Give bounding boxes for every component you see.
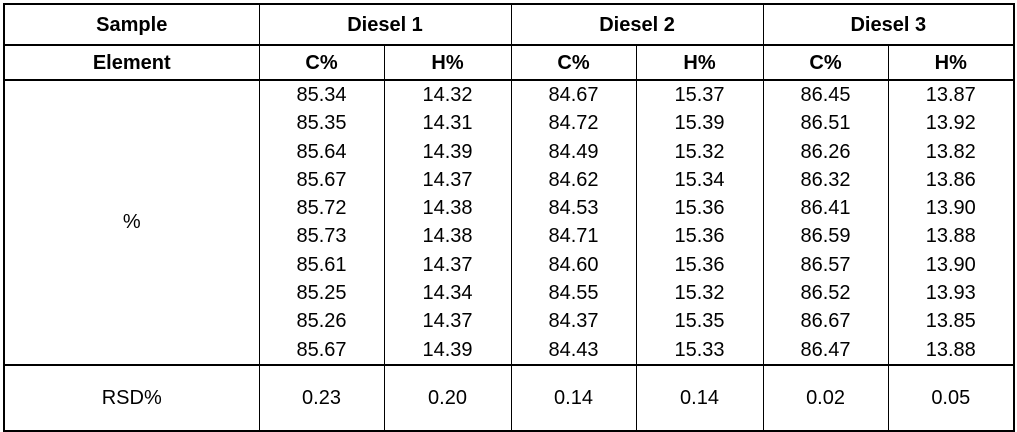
measurement-value: 86.47	[800, 338, 851, 361]
measurement-value: 85.25	[296, 282, 347, 305]
d1-c-values: 85.34 85.35 85.64 85.67 85.72 85.73 85.6…	[258, 79, 385, 366]
measurement-value: 13.90	[925, 197, 976, 220]
measurement-value: 15.32	[674, 282, 725, 305]
measurement-value: 86.57	[800, 253, 851, 276]
header-d1-c: C%	[258, 44, 385, 81]
rsd-d2-c: 0.14	[510, 363, 637, 432]
measurement-value: 86.51	[800, 112, 851, 135]
measurement-value: 85.34	[296, 84, 347, 106]
measurement-value: 85.61	[296, 253, 347, 276]
rsd-d3-h: 0.05	[887, 363, 1015, 432]
header-d1-h: H%	[383, 44, 512, 81]
measurement-value: 85.72	[296, 197, 347, 220]
d2-h-values: 15.37 15.39 15.32 15.34 15.36 15.36 15.3…	[635, 79, 764, 366]
measurement-value: 85.73	[296, 225, 347, 248]
measurement-value: 15.34	[674, 168, 725, 191]
measurement-value: 15.37	[674, 84, 725, 106]
measurement-value: 14.38	[422, 225, 473, 248]
group-header-row: Sample Diesel 1 Diesel 2 Diesel 3	[3, 3, 1015, 46]
measurement-value: 15.39	[674, 112, 725, 135]
header-d3-h: H%	[887, 44, 1015, 81]
measurement-value: 84.72	[548, 112, 599, 135]
rsd-d3-c: 0.02	[762, 363, 889, 432]
measurement-value: 15.33	[674, 338, 725, 361]
measurement-value: 15.36	[674, 253, 725, 276]
measurement-value: 13.85	[925, 310, 976, 333]
elemental-analysis-table: Sample Diesel 1 Diesel 2 Diesel 3 Elemen…	[3, 3, 1016, 432]
measurement-value: 86.45	[800, 84, 851, 106]
measurement-value: 85.67	[296, 168, 347, 191]
measurement-value: 86.52	[800, 282, 851, 305]
measurements-row: % 85.34 85.35 85.64 85.67 85.72 85.73 85…	[3, 79, 1015, 366]
measurement-value: 14.38	[422, 197, 473, 220]
measurement-value: 84.71	[548, 225, 599, 248]
measurement-value: 86.41	[800, 197, 851, 220]
rsd-row: RSD% 0.23 0.20 0.14 0.14 0.02 0.05	[3, 363, 1015, 432]
d3-c-values: 86.45 86.51 86.26 86.32 86.41 86.59 86.5…	[762, 79, 889, 366]
measurement-value: 13.87	[925, 84, 976, 106]
measurement-value: 13.86	[925, 168, 976, 191]
sub-header-row: Element C% H% C% H% C% H%	[3, 44, 1015, 81]
measurement-value: 13.90	[925, 253, 976, 276]
measurement-value: 84.37	[548, 310, 599, 333]
rsd-d1-c: 0.23	[258, 363, 385, 432]
measurement-value: 85.67	[296, 338, 347, 361]
measurement-value: 14.32	[422, 84, 473, 106]
measurement-value: 85.35	[296, 112, 347, 135]
measurement-value: 15.35	[674, 310, 725, 333]
measurement-value: 84.43	[548, 338, 599, 361]
measurement-value: 15.36	[674, 197, 725, 220]
measurement-value: 15.32	[674, 140, 725, 163]
d3-h-values: 13.87 13.92 13.82 13.86 13.90 13.88 13.9…	[887, 79, 1015, 366]
measurement-value: 86.67	[800, 310, 851, 333]
measurement-value: 13.93	[925, 282, 976, 305]
header-d2-h: H%	[635, 44, 764, 81]
measurement-value: 14.31	[422, 112, 473, 135]
measurement-value: 14.37	[422, 168, 473, 191]
header-element: Element	[3, 44, 260, 81]
measurement-value: 15.36	[674, 225, 725, 248]
measurement-value: 84.60	[548, 253, 599, 276]
measurement-value: 84.49	[548, 140, 599, 163]
rsd-d2-h: 0.14	[635, 363, 764, 432]
measurement-value: 14.37	[422, 310, 473, 333]
measurement-value: 86.26	[800, 140, 851, 163]
header-d2-c: C%	[510, 44, 637, 81]
d1-h-values: 14.32 14.31 14.39 14.37 14.38 14.38 14.3…	[383, 79, 512, 366]
measurement-value: 13.82	[925, 140, 976, 163]
measurement-value: 13.88	[925, 225, 976, 248]
percent-row-label: %	[3, 79, 260, 366]
measurement-value: 85.64	[296, 140, 347, 163]
header-diesel-1: Diesel 1	[258, 3, 512, 46]
header-d3-c: C%	[762, 44, 889, 81]
measurement-value: 84.62	[548, 168, 599, 191]
measurement-value: 14.34	[422, 282, 473, 305]
measurement-value: 13.92	[925, 112, 976, 135]
measurement-value: 84.67	[548, 84, 599, 106]
measurement-value: 13.88	[925, 338, 976, 361]
measurement-value: 86.59	[800, 225, 851, 248]
header-diesel-3: Diesel 3	[762, 3, 1015, 46]
header-sample: Sample	[3, 3, 260, 46]
measurement-value: 14.39	[422, 140, 473, 163]
measurement-value: 14.37	[422, 253, 473, 276]
rsd-d1-h: 0.20	[383, 363, 512, 432]
measurement-value: 14.39	[422, 338, 473, 361]
measurement-value: 86.32	[800, 168, 851, 191]
rsd-row-label: RSD%	[3, 363, 260, 432]
d2-c-values: 84.67 84.72 84.49 84.62 84.53 84.71 84.6…	[510, 79, 637, 366]
measurement-value: 85.26	[296, 310, 347, 333]
measurement-value: 84.55	[548, 282, 599, 305]
header-diesel-2: Diesel 2	[510, 3, 764, 46]
measurement-value: 84.53	[548, 197, 599, 220]
